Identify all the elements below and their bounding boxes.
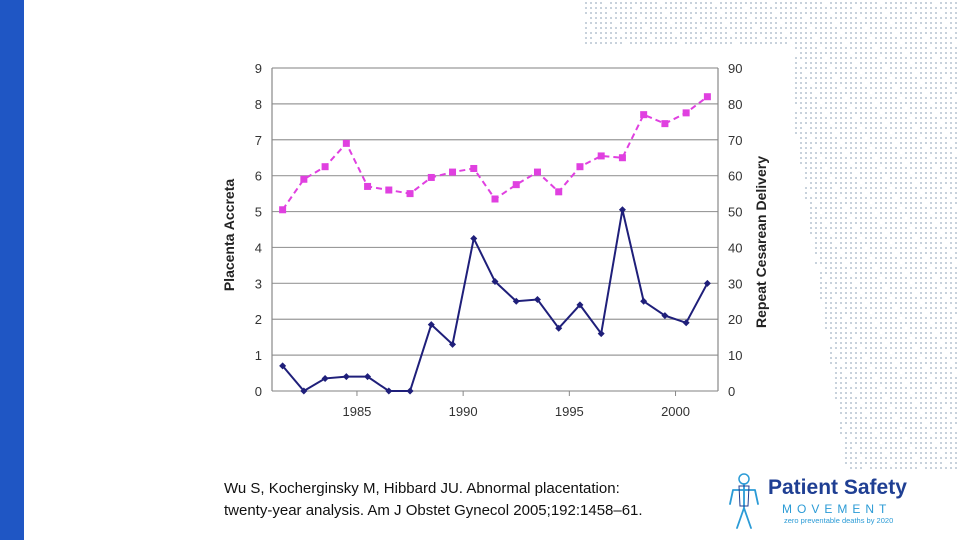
y-tick-label: 6: [255, 169, 262, 184]
data-point-repeat-cesarean: [618, 154, 626, 162]
data-point-repeat-cesarean: [342, 139, 350, 147]
y2-tick-label: 40: [728, 240, 742, 255]
y-tick-label: 2: [255, 312, 262, 327]
y-tick-label: 1: [255, 348, 262, 363]
data-point-placenta-accreta: [385, 387, 393, 395]
data-point-placenta-accreta: [342, 373, 350, 381]
data-point-placenta-accreta: [682, 319, 690, 327]
data-point-repeat-cesarean: [512, 181, 520, 189]
world-map-dots-background: [585, 2, 957, 469]
data-point-repeat-cesarean: [491, 195, 499, 203]
y2-tick-label: 20: [728, 312, 742, 327]
y2-tick-label: 50: [728, 205, 742, 220]
data-point-repeat-cesarean: [576, 163, 584, 171]
data-point-repeat-cesarean: [555, 188, 563, 196]
data-point-repeat-cesarean: [661, 120, 669, 128]
citation-line-2: twenty-year analysis. Am J Obstet Gyneco…: [224, 502, 643, 519]
data-point-repeat-cesarean: [385, 186, 393, 194]
y2-tick-label: 80: [728, 97, 742, 112]
data-point-placenta-accreta: [576, 301, 584, 309]
data-point-repeat-cesarean: [406, 190, 414, 198]
y2-tick-label: 60: [728, 169, 742, 184]
y2-tick-label: 0: [728, 384, 735, 399]
data-point-repeat-cesarean: [682, 109, 690, 117]
y2-tick-label: 90: [728, 61, 742, 76]
data-point-placenta-accreta: [491, 278, 499, 286]
y2-axis-label: Repeat Cesarean Delivery: [753, 156, 769, 328]
data-point-repeat-cesarean: [533, 168, 541, 176]
data-point-placenta-accreta: [279, 362, 287, 370]
data-point-repeat-cesarean: [597, 152, 605, 160]
data-point-placenta-accreta: [661, 312, 669, 320]
data-point-repeat-cesarean: [364, 182, 372, 190]
data-point-repeat-cesarean: [640, 111, 648, 119]
logo-subtitle: MOVEMENT: [782, 502, 892, 516]
data-point-placenta-accreta: [703, 279, 711, 287]
data-point-repeat-cesarean: [449, 168, 457, 176]
x-tick-label: 1985: [342, 404, 371, 419]
logo-title: Patient Safety: [768, 476, 907, 499]
data-point-placenta-accreta: [470, 234, 478, 242]
y2-tick-label: 70: [728, 133, 742, 148]
data-point-placenta-accreta: [321, 374, 329, 382]
data-point-placenta-accreta: [406, 387, 414, 395]
chart-gridlines: [271, 67, 719, 392]
data-point-repeat-cesarean: [321, 163, 329, 171]
y-tick-label: 0: [255, 384, 262, 399]
citation: Wu S, Kocherginsky M, Hibbard JU. Abnorm…: [224, 478, 704, 522]
y-tick-label: 7: [255, 133, 262, 148]
data-point-placenta-accreta: [364, 373, 372, 381]
data-point-repeat-cesarean: [300, 175, 308, 183]
human-figure-icon: [729, 473, 759, 529]
patient-safety-logo: Patient Safety MOVEMENT zero preventable…: [720, 470, 945, 530]
y-tick-label: 8: [255, 97, 262, 112]
y-tick-label: 5: [255, 205, 262, 220]
data-point-placenta-accreta: [555, 324, 563, 332]
left-accent-bar: [0, 0, 24, 540]
y2-tick-label: 10: [728, 348, 742, 363]
logo-tagline: zero preventable deaths by 2020: [784, 516, 894, 525]
y-tick-label: 9: [255, 61, 262, 76]
y-tick-label: 3: [255, 276, 262, 291]
data-point-repeat-cesarean: [427, 173, 435, 181]
y2-tick-label: 30: [728, 276, 742, 291]
data-point-placenta-accreta: [300, 387, 308, 395]
data-point-placenta-accreta: [427, 321, 435, 329]
data-point-placenta-accreta: [618, 206, 626, 214]
x-tick-label: 1990: [449, 404, 478, 419]
data-point-placenta-accreta: [449, 340, 457, 348]
data-point-placenta-accreta: [533, 295, 541, 303]
chart-series: [279, 93, 711, 395]
y-axis-label: Placenta Accreta: [221, 179, 237, 292]
data-point-placenta-accreta: [640, 297, 648, 305]
data-point-repeat-cesarean: [703, 93, 711, 101]
data-point-placenta-accreta: [512, 297, 520, 305]
x-tick-label: 2000: [661, 404, 690, 419]
y-tick-label: 4: [255, 240, 262, 255]
x-tick-label: 1995: [555, 404, 584, 419]
data-point-repeat-cesarean: [279, 206, 287, 214]
citation-line-1: Wu S, Kocherginsky M, Hibbard JU. Abnorm…: [224, 480, 620, 497]
data-point-placenta-accreta: [597, 330, 605, 338]
data-point-repeat-cesarean: [470, 164, 478, 172]
